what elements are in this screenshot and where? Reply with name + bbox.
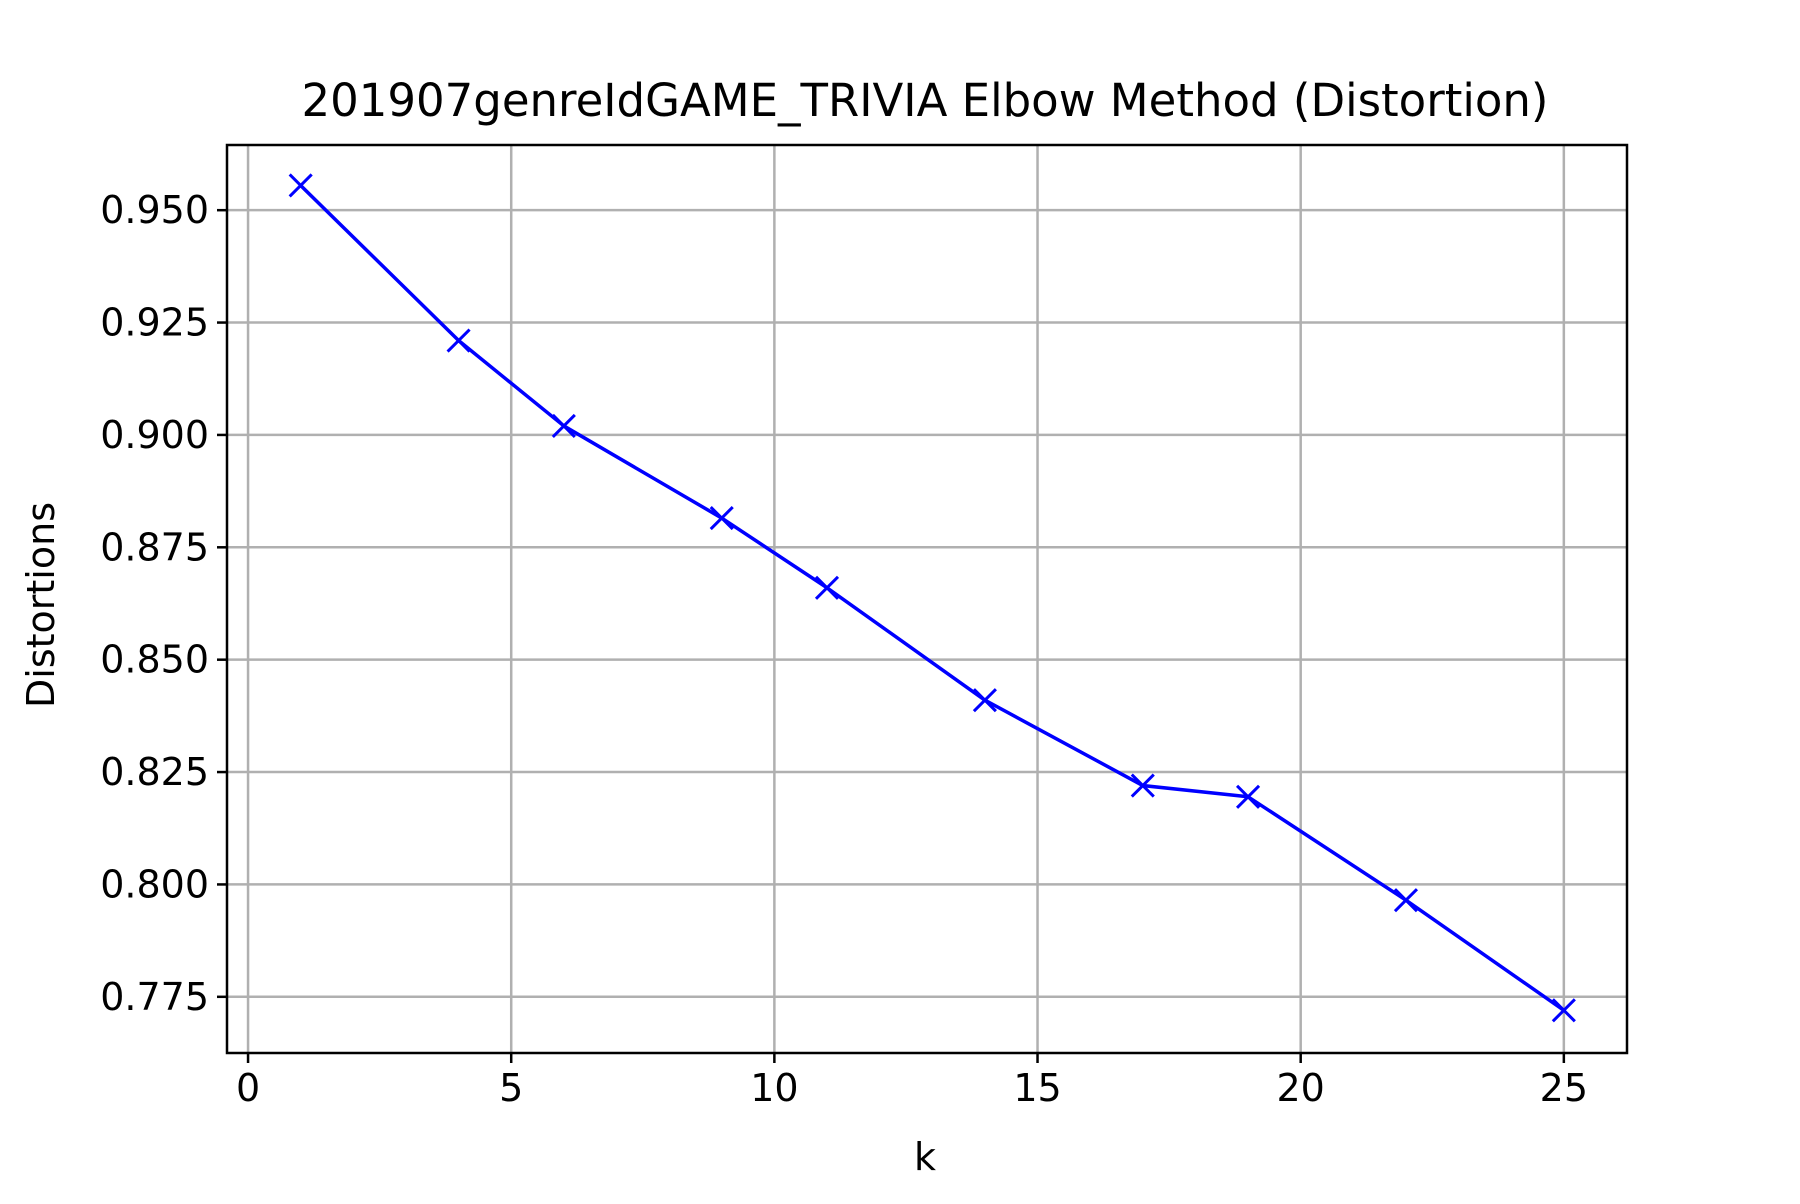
chart-title: 201907genreIdGAME_TRIVIA Elbow Method (D… <box>302 74 1549 127</box>
y-tick-label: 0.825 <box>100 750 209 794</box>
y-axis-label: Distortions <box>19 502 63 708</box>
x-tick-label: 5 <box>499 1066 523 1110</box>
plot-frame <box>225 143 1629 1055</box>
x-tick-label: 25 <box>1540 1066 1588 1110</box>
y-tick-label: 0.925 <box>100 301 209 345</box>
y-tick-label: 0.800 <box>100 862 209 906</box>
data-point-marker <box>1235 784 1261 809</box>
y-tick-label: 0.775 <box>100 975 209 1019</box>
series-line <box>299 184 1565 1012</box>
data-point-marker <box>814 575 840 600</box>
ticks: 0 5 10 15 20 25 0.775 0.800 0.825 0.850 0.875 0.900… <box>100 188 1588 1110</box>
grid <box>227 145 1627 1053</box>
x-tick-label: 10 <box>750 1066 798 1110</box>
y-tick-label: 0.850 <box>100 638 209 682</box>
data-point-marker <box>551 413 576 439</box>
data-point-marker <box>1393 888 1419 913</box>
x-axis-label: k <box>914 1135 936 1179</box>
x-tick-label: 0 <box>236 1066 260 1110</box>
data-point-marker <box>288 173 313 198</box>
y-tick-label: 0.875 <box>100 525 209 569</box>
x-tick-label: 15 <box>1013 1066 1061 1110</box>
y-tick-label: 0.900 <box>100 413 209 457</box>
series-layer <box>288 173 1576 1023</box>
data-point-marker <box>446 328 471 353</box>
data-point-marker <box>1130 773 1155 798</box>
data-point-marker <box>972 688 997 713</box>
x-tick-label: 20 <box>1277 1066 1325 1110</box>
data-point-marker <box>709 506 734 531</box>
y-tick-label: 0.950 <box>100 188 209 232</box>
data-point-marker <box>1551 998 1576 1023</box>
